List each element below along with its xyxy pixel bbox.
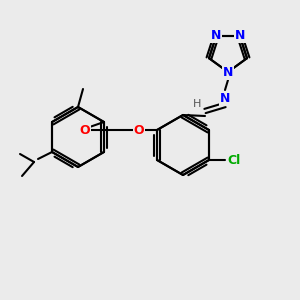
Text: Cl: Cl <box>227 154 241 166</box>
Text: N: N <box>235 29 245 42</box>
Text: O: O <box>134 124 144 136</box>
Text: N: N <box>211 29 221 42</box>
Text: O: O <box>80 124 90 136</box>
Text: H: H <box>193 99 201 109</box>
Text: N: N <box>223 65 233 79</box>
Text: N: N <box>220 92 230 104</box>
